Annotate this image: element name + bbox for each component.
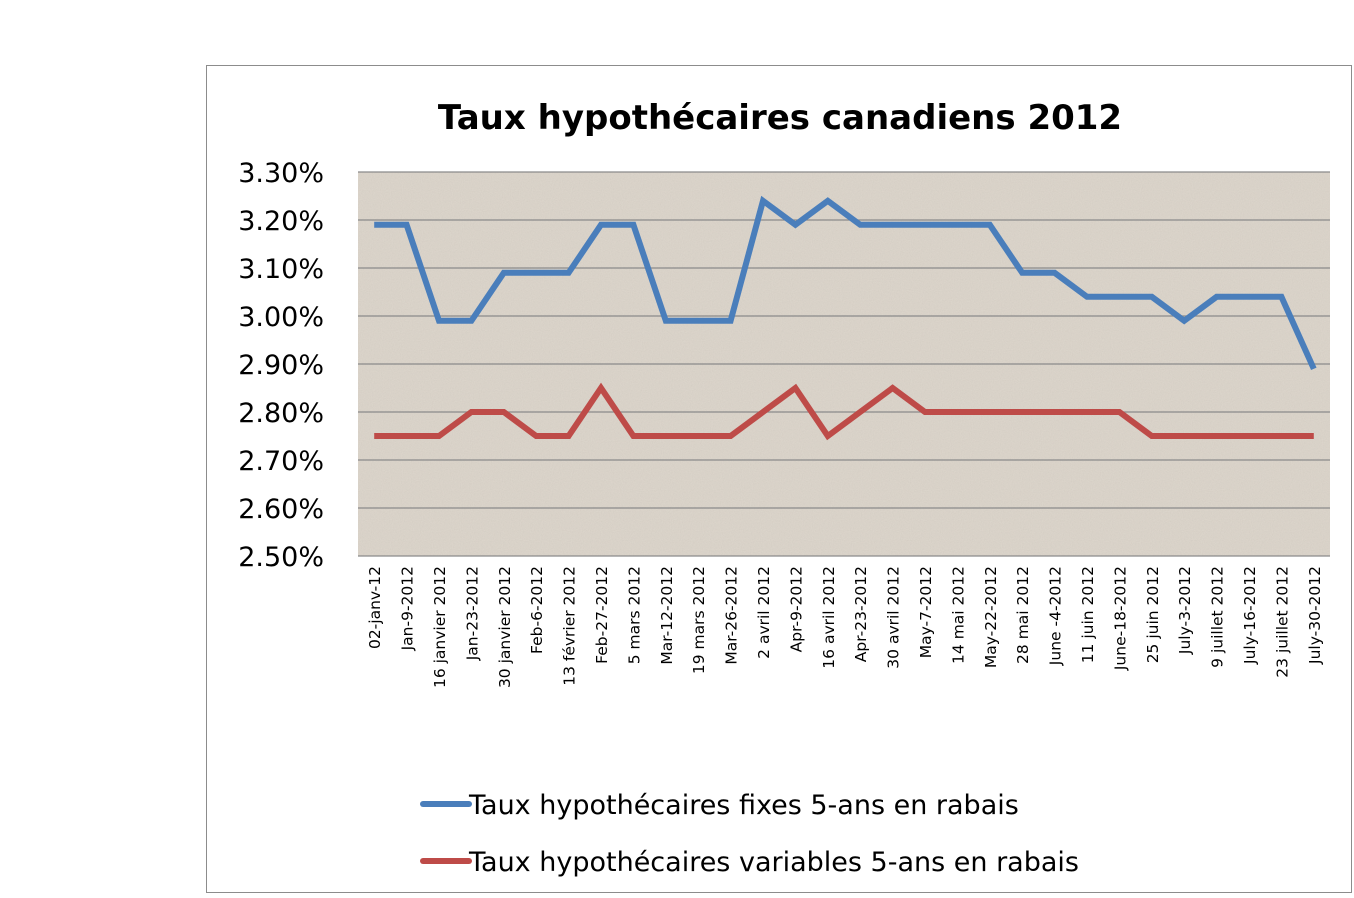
y-tick-label: 3.20% xyxy=(238,206,324,237)
x-tick-label: July-30-2012 xyxy=(1306,566,1324,665)
x-tick-label: 13 février 2012 xyxy=(561,566,579,686)
y-tick-label: 2.90% xyxy=(238,350,324,381)
legend-label-2: Taux hypothécaires variables 5-ans en ra… xyxy=(468,847,1079,878)
x-tick-label: 28 mai 2012 xyxy=(1014,566,1032,664)
y-tick-label: 3.00% xyxy=(238,302,324,333)
x-tick-label: 2 avril 2012 xyxy=(755,566,773,659)
y-tick-label: 2.80% xyxy=(238,398,324,429)
x-tick-label: June -4-2012 xyxy=(1047,566,1065,666)
x-tick-label: 02-janv-12 xyxy=(366,566,384,649)
x-tick-label: 23 juillet 2012 xyxy=(1273,566,1291,678)
y-tick-label: 2.50% xyxy=(238,542,324,573)
legend: Taux hypothécaires fixes 5-ans en rabais… xyxy=(420,790,1079,878)
chart-frame: Taux hypothécaires canadiens 2012 2.50% 2… xyxy=(206,65,1352,893)
x-tick-label: 16 janvier 2012 xyxy=(431,566,449,688)
y-axis: 2.50% 2.60% 2.70% 2.80% 2.90% 3.00% 3.10% 3.20%… xyxy=(238,158,324,573)
x-tick-label: June-18-2012 xyxy=(1111,566,1129,671)
x-tick-label: Apr-23-2012 xyxy=(852,566,870,662)
y-tick-label: 3.10% xyxy=(238,254,324,285)
x-tick-label: Apr-9-2012 xyxy=(787,566,805,652)
x-tick-label: 30 avril 2012 xyxy=(885,566,903,669)
series-line-2 xyxy=(374,382,1314,441)
x-tick-label: 25 juin 2012 xyxy=(1144,566,1162,663)
x-tick-label: May-22-2012 xyxy=(982,566,1000,668)
x-axis: 02-janv-12 Jan-9-2012 16 janvier 2012 Jan-2… xyxy=(366,566,1324,688)
x-tick-label: July-3-2012 xyxy=(1176,566,1194,655)
x-tick-label: Jan-23-2012 xyxy=(463,566,481,661)
x-tick-label: 14 mai 2012 xyxy=(949,566,967,664)
x-tick-label: Feb-27-2012 xyxy=(593,566,611,664)
x-tick-label: Jan-9-2012 xyxy=(399,566,417,651)
chart-title: Taux hypothécaires canadiens 2012 xyxy=(438,98,1122,138)
x-tick-label: Feb-6-2012 xyxy=(528,566,546,654)
x-tick-label: July-16-2012 xyxy=(1241,566,1259,665)
x-tick-label: May-7-2012 xyxy=(917,566,935,658)
y-tick-label: 2.70% xyxy=(238,446,324,477)
x-tick-label: 16 avril 2012 xyxy=(820,566,838,669)
y-tick-label: 3.30% xyxy=(238,158,324,189)
x-tick-label: 5 mars 2012 xyxy=(625,566,643,664)
x-tick-label: 9 juillet 2012 xyxy=(1209,566,1227,668)
x-tick-label: 30 janvier 2012 xyxy=(496,566,514,688)
series-line-1 xyxy=(374,195,1317,371)
x-tick-label: Mar-12-2012 xyxy=(658,566,676,665)
line-chart: Taux hypothécaires canadiens 2012 2.50%2… xyxy=(238,98,1330,878)
x-tick-label: 11 juin 2012 xyxy=(1079,566,1097,663)
series-lines xyxy=(374,195,1317,441)
x-tick-label: 19 mars 2012 xyxy=(690,566,708,674)
y-tick-label: 2.60% xyxy=(238,494,324,525)
gridlines xyxy=(358,171,1330,557)
x-tick-label: Mar-26-2012 xyxy=(723,566,741,665)
legend-label-1: Taux hypothécaires fixes 5-ans en rabais xyxy=(468,790,1019,821)
